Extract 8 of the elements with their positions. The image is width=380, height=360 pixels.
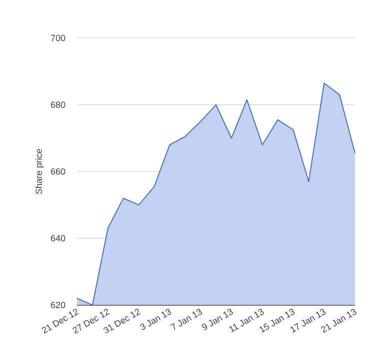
y-tick-label: 660 bbox=[51, 168, 66, 175]
x-tick-label: 7 Jan 13 bbox=[170, 308, 202, 330]
y-tick-label: 700 bbox=[51, 34, 66, 42]
x-tick-label: 3 Jan 13 bbox=[140, 308, 172, 330]
y-axis-title: Share price bbox=[35, 148, 44, 194]
y-tick-label: 620 bbox=[51, 302, 66, 308]
y-tick-label: 640 bbox=[51, 235, 66, 242]
y-tick-label: 680 bbox=[51, 102, 66, 108]
